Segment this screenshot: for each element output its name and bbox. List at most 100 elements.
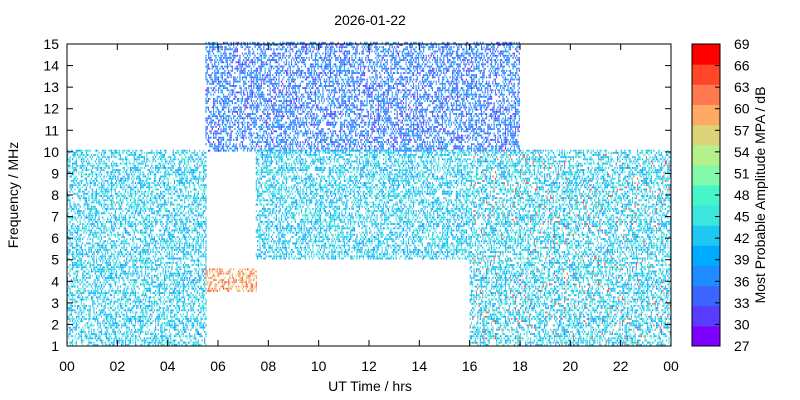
- heatmap-cell: [183, 275, 184, 277]
- heatmap-cell: [198, 182, 199, 184]
- heatmap-cell: [75, 273, 76, 275]
- heatmap-cell: [121, 193, 122, 195]
- heatmap-cell: [171, 318, 172, 320]
- heatmap-cell: [155, 264, 156, 266]
- heatmap-cell: [131, 167, 132, 169]
- heatmap-cell: [176, 281, 177, 283]
- heatmap-cell: [71, 286, 72, 288]
- heatmap-cell: [73, 253, 74, 255]
- heatmap-cell: [72, 234, 73, 236]
- heatmap-cell: [90, 294, 91, 296]
- heatmap-cell: [80, 221, 81, 223]
- heatmap-cell: [137, 212, 138, 214]
- heatmap-cell: [81, 171, 82, 173]
- heatmap-cell: [185, 271, 186, 273]
- heatmap-cell: [124, 227, 125, 229]
- heatmap-cell: [101, 329, 102, 331]
- heatmap-cell: [178, 275, 179, 277]
- heatmap-cell: [129, 268, 130, 270]
- heatmap-cell: [141, 234, 142, 236]
- heatmap-cell: [85, 288, 86, 290]
- heatmap-cell: [122, 340, 123, 342]
- heatmap-cell: [173, 230, 174, 232]
- heatmap-cell: [173, 299, 174, 301]
- heatmap-cell: [194, 195, 195, 197]
- heatmap-cell: [156, 292, 157, 294]
- heatmap-cell: [169, 189, 170, 191]
- heatmap-cell: [164, 292, 165, 294]
- heatmap-cell: [98, 279, 99, 281]
- heatmap-cell: [195, 329, 196, 331]
- heatmap-cell: [121, 296, 122, 298]
- heatmap-cell: [132, 236, 133, 238]
- heatmap-cell: [117, 299, 118, 301]
- heatmap-cell: [86, 154, 87, 156]
- heatmap-cell: [70, 320, 71, 322]
- heatmap-cell: [170, 333, 171, 335]
- heatmap-cell: [103, 305, 104, 307]
- heatmap-cell: [112, 214, 113, 216]
- heatmap-cell: [76, 264, 77, 266]
- heatmap-cell: [98, 271, 99, 273]
- heatmap-cell: [124, 217, 125, 219]
- heatmap-cell: [151, 283, 152, 285]
- heatmap-cell: [170, 186, 171, 188]
- heatmap-cell: [179, 195, 180, 197]
- heatmap-cell: [132, 167, 133, 169]
- heatmap-cell: [85, 305, 86, 307]
- heatmap-cell: [171, 320, 172, 322]
- heatmap-cell: [86, 253, 87, 255]
- heatmap-cell: [132, 150, 133, 152]
- heatmap-cell: [83, 204, 84, 206]
- heatmap-cell: [76, 253, 77, 255]
- heatmap-cell: [149, 214, 150, 216]
- heatmap-cell: [83, 340, 84, 342]
- heatmap-cell: [103, 299, 104, 301]
- heatmap-cell: [75, 335, 76, 337]
- heatmap-cell: [143, 322, 144, 324]
- heatmap-cell: [93, 333, 94, 335]
- heatmap-cell: [121, 322, 122, 324]
- heatmap-cell: [103, 307, 104, 309]
- heatmap-cell: [173, 292, 174, 294]
- heatmap-cell: [122, 318, 123, 320]
- heatmap-cell: [68, 286, 69, 288]
- heatmap-cell: [198, 193, 199, 195]
- heatmap-cell: [148, 245, 149, 247]
- heatmap-cell: [68, 294, 69, 296]
- heatmap-cell: [115, 212, 116, 214]
- heatmap-cell: [168, 309, 169, 311]
- heatmap-cell: [154, 201, 155, 203]
- heatmap-cell: [149, 199, 150, 201]
- heatmap-cell: [141, 240, 142, 242]
- heatmap-cell: [183, 210, 184, 212]
- heatmap-cell: [166, 322, 167, 324]
- heatmap-cell: [200, 333, 201, 335]
- heatmap-cell: [156, 316, 157, 318]
- heatmap-cell: [71, 176, 72, 178]
- heatmap-cell: [103, 184, 104, 186]
- heatmap-cell: [129, 232, 130, 234]
- heatmap-cell: [169, 156, 170, 158]
- heatmap-cell: [188, 169, 189, 171]
- heatmap-cell: [86, 227, 87, 229]
- heatmap-cell: [109, 212, 110, 214]
- heatmap-cell: [192, 314, 193, 316]
- heatmap-cell: [161, 266, 162, 268]
- heatmap-cell: [115, 171, 116, 173]
- heatmap-cell: [187, 314, 188, 316]
- heatmap-cell: [136, 305, 137, 307]
- heatmap-cell: [124, 294, 125, 296]
- heatmap-cell: [198, 279, 199, 281]
- heatmap-cell: [103, 195, 104, 197]
- heatmap-cell: [164, 277, 165, 279]
- heatmap-cell: [134, 167, 135, 169]
- heatmap-cell: [129, 329, 130, 331]
- heatmap-cell: [125, 340, 126, 342]
- heatmap-cell: [72, 262, 73, 264]
- heatmap-cell: [161, 186, 162, 188]
- heatmap-cell: [175, 262, 176, 264]
- heatmap-cell: [130, 292, 131, 294]
- heatmap-cell: [145, 245, 146, 247]
- heatmap-cell: [141, 214, 142, 216]
